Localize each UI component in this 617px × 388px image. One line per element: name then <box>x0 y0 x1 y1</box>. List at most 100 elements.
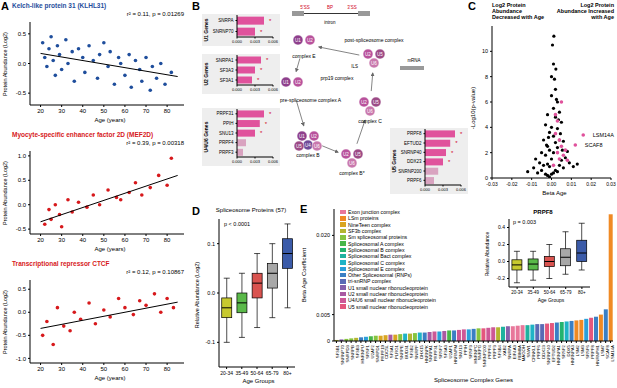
svg-text:35-49: 35-49 <box>235 370 248 376</box>
svg-text:80+: 80+ <box>283 370 292 376</box>
svg-text:0.0: 0.0 <box>18 202 27 208</box>
svg-text:70: 70 <box>143 237 150 243</box>
svg-text:40: 40 <box>79 366 86 372</box>
svg-text:*: * <box>260 29 263 35</box>
svg-text:0.005: 0.005 <box>316 312 330 318</box>
svg-text:0.006: 0.006 <box>268 87 279 92</box>
svg-text:0.0: 0.0 <box>207 290 215 296</box>
svg-text:-0.5: -0.5 <box>16 332 27 338</box>
svg-text:0.006: 0.006 <box>268 159 279 164</box>
svg-text:60: 60 <box>122 237 129 243</box>
svg-text:*: * <box>269 18 272 24</box>
svg-text:0.003: 0.003 <box>438 187 449 192</box>
svg-text:1.0: 1.0 <box>18 153 27 159</box>
svg-text:*: * <box>265 121 268 127</box>
svg-text:0.003: 0.003 <box>250 87 261 92</box>
svg-text:prp19 complex: prp19 complex <box>321 75 354 81</box>
svg-text:0.003: 0.003 <box>250 159 261 164</box>
svg-text:8: 8 <box>485 74 488 80</box>
svg-text:10: 10 <box>482 48 488 54</box>
svg-text:80: 80 <box>164 366 171 372</box>
svg-text:65-79: 65-79 <box>266 370 279 376</box>
svg-text:U2: U2 <box>361 100 367 105</box>
svg-text:PRPF4: PRPF4 <box>219 140 234 145</box>
svg-text:*: * <box>451 150 454 156</box>
svg-text:U1: U1 <box>295 38 301 43</box>
svg-text:6: 6 <box>485 99 488 105</box>
svg-text:SNRNP200: SNRNP200 <box>398 169 422 174</box>
svg-text:30: 30 <box>58 237 65 243</box>
svg-text:80+: 80+ <box>578 290 586 295</box>
svg-text:ILS: ILS <box>351 64 358 69</box>
svg-text:SNU13: SNU13 <box>219 131 234 136</box>
svg-text:SNRNP70: SNRNP70 <box>213 29 234 34</box>
svg-text:60: 60 <box>122 366 129 372</box>
svg-text:50-64: 50-64 <box>544 290 556 295</box>
svg-text:post-spliceosome complex: post-spliceosome complex <box>345 37 404 43</box>
svg-text:0.5: 0.5 <box>18 286 27 292</box>
svg-text:U2: U2 <box>295 80 301 85</box>
svg-text:50: 50 <box>100 108 107 114</box>
svg-text:U5: U5 <box>355 152 361 157</box>
svg-text:-0.02: -0.02 <box>506 181 518 187</box>
svg-text:U6: U6 <box>314 144 320 149</box>
svg-text:U2: U2 <box>365 52 371 57</box>
svg-text:0: 0 <box>327 338 330 344</box>
svg-text:20-34: 20-34 <box>220 370 233 376</box>
svg-text:complex B: complex B <box>296 152 320 158</box>
svg-text:PRPF3: PRPF3 <box>219 150 234 155</box>
svg-text:PRPF6: PRPF6 <box>407 178 422 183</box>
svg-text:0.01: 0.01 <box>566 181 576 187</box>
svg-text:0.000: 0.000 <box>232 39 243 44</box>
svg-text:complex E: complex E <box>292 53 316 59</box>
svg-text:0.2: 0.2 <box>498 241 505 247</box>
svg-text:-1.0: -1.0 <box>16 356 27 362</box>
svg-text:50: 50 <box>100 237 107 243</box>
svg-text:0: 0 <box>485 175 488 181</box>
svg-text:70: 70 <box>143 108 150 114</box>
svg-text:30: 30 <box>58 108 65 114</box>
svg-text:0.000: 0.000 <box>420 187 431 192</box>
svg-text:LSM14A: LSM14A <box>610 345 615 362</box>
svg-text:U5: U5 <box>296 144 302 149</box>
svg-text:-0.1: -0.1 <box>206 339 215 345</box>
svg-text:20-34: 20-34 <box>511 290 523 295</box>
svg-text:-0.5: -0.5 <box>16 90 27 96</box>
svg-text:4: 4 <box>485 124 488 130</box>
svg-text:*: * <box>448 159 451 165</box>
svg-text:*: * <box>455 140 458 146</box>
svg-text:PPIH: PPIH <box>223 121 234 126</box>
svg-text:U2: U2 <box>307 38 313 43</box>
svg-text:-0.03: -0.03 <box>486 181 498 187</box>
svg-text:mRNA: mRNA <box>407 58 420 63</box>
svg-text:U1: U1 <box>299 134 305 139</box>
svg-text:80: 80 <box>164 237 171 243</box>
svg-text:BP: BP <box>327 5 333 10</box>
svg-text:0.1: 0.1 <box>207 241 215 247</box>
svg-text:35-49: 35-49 <box>528 290 540 295</box>
svg-text:*: * <box>260 67 263 73</box>
svg-text:U2: U2 <box>311 134 317 139</box>
svg-text:U5: U5 <box>373 100 379 105</box>
svg-text:DDX23: DDX23 <box>407 159 422 164</box>
svg-text:0.0: 0.0 <box>18 61 27 67</box>
svg-text:3'SS: 3'SS <box>347 5 356 10</box>
svg-text:0.000: 0.000 <box>232 159 243 164</box>
svg-text:20: 20 <box>37 366 44 372</box>
svg-text:65-79: 65-79 <box>560 290 572 295</box>
svg-text:0.003: 0.003 <box>250 39 261 44</box>
svg-text:PRPF31: PRPF31 <box>216 111 234 116</box>
svg-text:SCAF8: SCAF8 <box>585 142 603 148</box>
svg-text:0.5: 0.5 <box>18 177 27 183</box>
svg-text:0.0: 0.0 <box>498 258 505 264</box>
svg-text:0.006: 0.006 <box>456 187 467 192</box>
svg-text:U6: U6 <box>367 109 373 114</box>
svg-text:70: 70 <box>143 366 150 372</box>
svg-text:EFTUD2: EFTUD2 <box>404 141 422 146</box>
svg-text:40: 40 <box>79 237 86 243</box>
svg-text:*: * <box>266 57 269 63</box>
svg-text:30: 30 <box>58 366 65 372</box>
svg-text:80: 80 <box>164 108 171 114</box>
svg-text:U6: U6 <box>371 61 377 66</box>
svg-text:SNRPA1: SNRPA1 <box>216 58 234 63</box>
